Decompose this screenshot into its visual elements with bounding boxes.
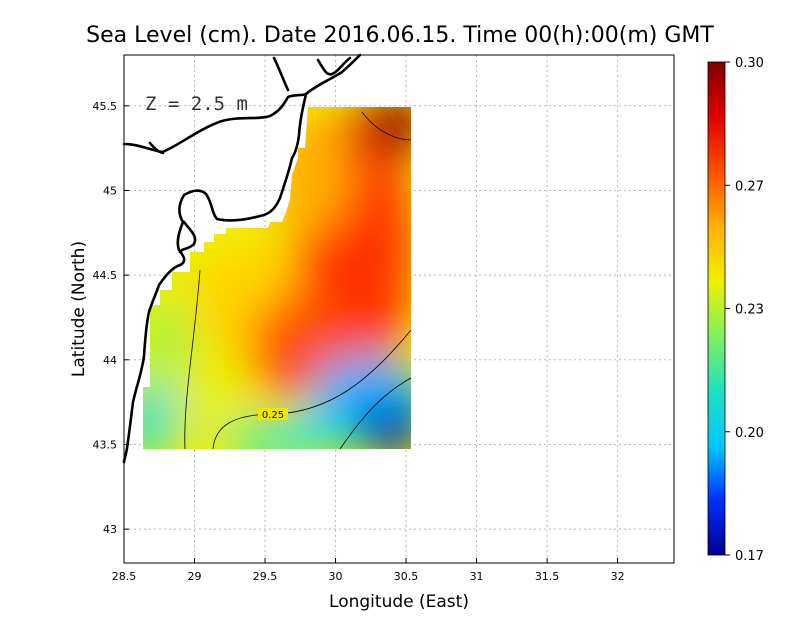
coastline-inlet	[272, 56, 290, 92]
colorbar-tick-label: 0.30	[735, 56, 764, 71]
x-tick-label: 30.5	[394, 570, 419, 583]
y-axis-label: Latitude (North)	[69, 241, 89, 377]
y-tick-label: 44.5	[93, 269, 118, 282]
colorbar-tick-labels: 0.17 0.20 0.23 0.27 0.30	[725, 56, 764, 564]
coastline-main	[122, 92, 308, 464]
x-tick-labels: 28.5 29 29.5 30 30.5 31 31.5 32	[112, 558, 625, 583]
coastline-delta	[316, 56, 352, 76]
x-tick-label: 28.5	[112, 570, 137, 583]
y-tick-label: 44	[103, 354, 117, 367]
coastline-bay	[148, 141, 165, 155]
coastline-north	[304, 53, 362, 96]
coastline	[122, 53, 362, 464]
y-tick-label: 43	[103, 523, 117, 536]
sea-level-field	[143, 107, 411, 449]
x-tick-label: 30	[329, 570, 343, 583]
contour-label-bg	[258, 408, 288, 420]
x-tick-label: 29.5	[253, 570, 278, 583]
x-tick-label: 32	[611, 570, 625, 583]
colorbar-tick-label: 0.27	[735, 179, 764, 194]
x-axis-label: Longitude (East)	[329, 592, 469, 612]
chart-title: Sea Level (cm). Date 2016.06.15. Time 00…	[86, 23, 714, 48]
contour-line	[339, 377, 411, 449]
y-tick-labels: 43 43.5 44 44.5 45 45.5	[93, 100, 129, 536]
y-tick-label: 45	[103, 184, 117, 197]
field-blobs	[143, 107, 411, 449]
x-tick-label: 31	[470, 570, 484, 583]
contour-line	[184, 269, 201, 449]
contour-label: 0.25	[262, 410, 284, 421]
coastline-lagoon	[178, 220, 197, 254]
colorbar	[707, 61, 726, 556]
x-tick-label: 29	[188, 570, 202, 583]
depth-label: Z = 2.5 m	[145, 93, 248, 115]
colorbar-tick-label: 0.20	[735, 426, 764, 441]
colorbar-tick-label: 0.17	[735, 549, 764, 564]
colorbar-tick-label: 0.23	[735, 303, 764, 318]
y-tick-label: 45.5	[93, 100, 118, 113]
x-tick-label: 31.5	[535, 570, 560, 583]
y-tick-label: 43.5	[93, 438, 118, 451]
plot-border	[123, 54, 675, 564]
contour-line	[361, 111, 411, 141]
